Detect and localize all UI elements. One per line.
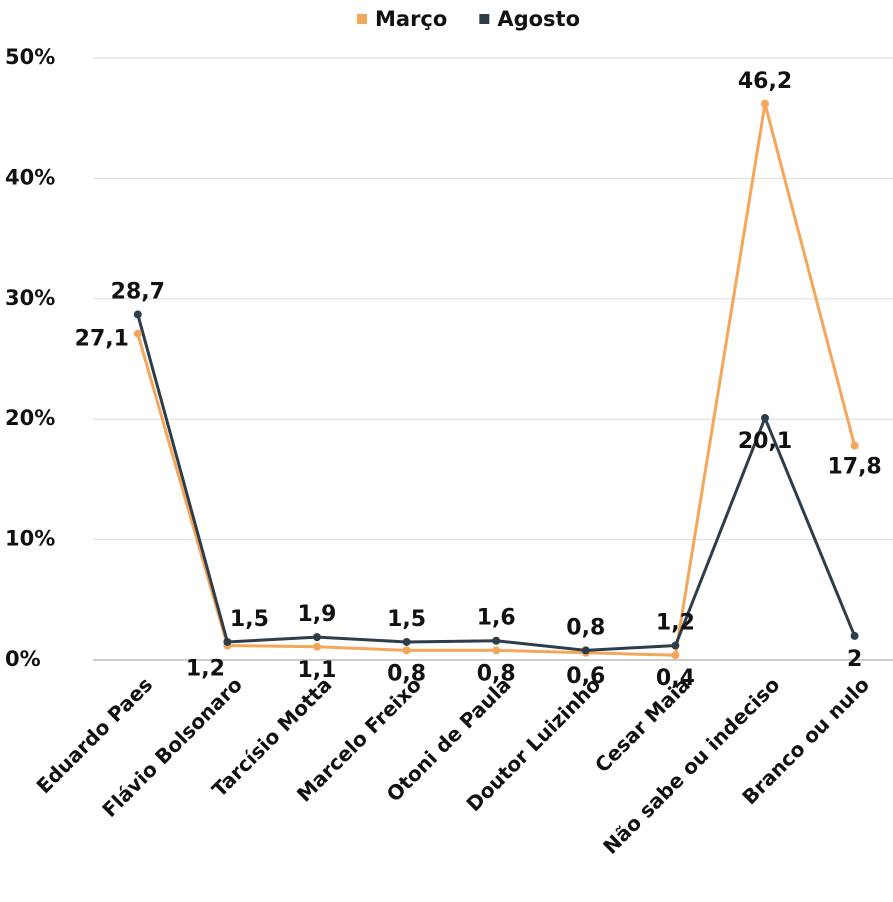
y-tick-label: 50%	[5, 45, 55, 69]
point	[492, 646, 501, 655]
data-label: 1,5	[230, 607, 269, 632]
data-label: 28,7	[111, 279, 165, 304]
line	[136, 314, 856, 652]
data-label: 1,1	[298, 658, 337, 683]
data-label: 20,1	[738, 429, 792, 454]
data-label: 1,2	[186, 657, 225, 682]
point	[313, 642, 321, 651]
point	[133, 329, 142, 338]
y-tick-label: 20%	[5, 406, 55, 430]
y-tick-label: 40%	[5, 165, 55, 189]
point	[133, 310, 142, 319]
legend-swatch	[357, 14, 367, 24]
legend-swatch	[479, 14, 490, 24]
point	[671, 641, 680, 650]
point	[223, 637, 232, 646]
y-tick-label: 30%	[5, 286, 55, 310]
point	[671, 651, 680, 660]
data-label: 0,4	[656, 666, 695, 691]
data-label: 17,8	[827, 455, 881, 480]
line	[136, 103, 857, 657]
y-tick-label: 10%	[5, 527, 55, 551]
data-label: 0,8	[566, 615, 605, 640]
data-label: 46,2	[738, 69, 792, 94]
data-label: 1,6	[477, 606, 516, 631]
point	[402, 646, 411, 655]
point	[850, 631, 859, 640]
x-tick-label: Não sabe ou indeciso	[598, 672, 784, 858]
legend-label: Março	[375, 7, 447, 31]
point	[402, 637, 411, 646]
legend-label: Agosto	[497, 7, 580, 31]
data-label: 2	[847, 647, 862, 672]
data-label: 0,8	[387, 661, 426, 686]
y-tick-label: 0%	[5, 647, 41, 671]
point	[761, 413, 769, 422]
data-label: 0,8	[477, 661, 516, 686]
point	[761, 99, 769, 108]
data-label: 0,6	[566, 664, 605, 689]
point	[492, 636, 501, 645]
point	[581, 646, 590, 655]
data-label: 1,9	[298, 602, 337, 627]
data-label: 1,5	[387, 607, 426, 632]
point	[313, 633, 321, 642]
point	[850, 441, 859, 450]
data-label: 1,2	[656, 611, 695, 636]
data-label: 27,1	[75, 327, 129, 352]
